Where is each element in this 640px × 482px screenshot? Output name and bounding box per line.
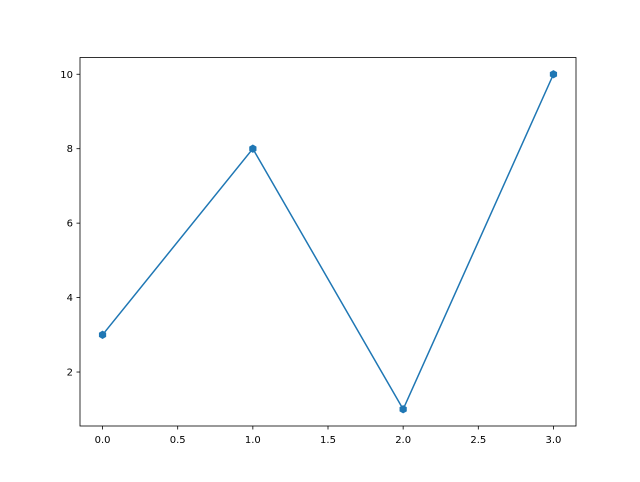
data-point-marker [249, 144, 257, 153]
x-tick-label: 1.5 [320, 435, 336, 446]
data-point-marker [98, 330, 107, 339]
y-tick-label: 6 [67, 219, 73, 230]
series-line [101, 73, 555, 411]
x-tick-label: 0.0 [95, 435, 111, 446]
y-tick-label: 2 [67, 368, 73, 379]
x-tick-label: 3.0 [546, 435, 562, 446]
data-point-marker [399, 405, 407, 414]
y-tick-label: 4 [67, 293, 73, 304]
x-tick-label: 2.5 [470, 435, 486, 446]
x-tick-label: 0.5 [170, 435, 186, 446]
axes-frame [79, 57, 577, 427]
x-tick-label: 2.0 [395, 435, 411, 446]
y-tick-label: 8 [67, 144, 73, 155]
data-point-marker [549, 70, 558, 79]
y-tick-label: 10 [60, 70, 73, 81]
x-tick-label: 1.0 [245, 435, 261, 446]
